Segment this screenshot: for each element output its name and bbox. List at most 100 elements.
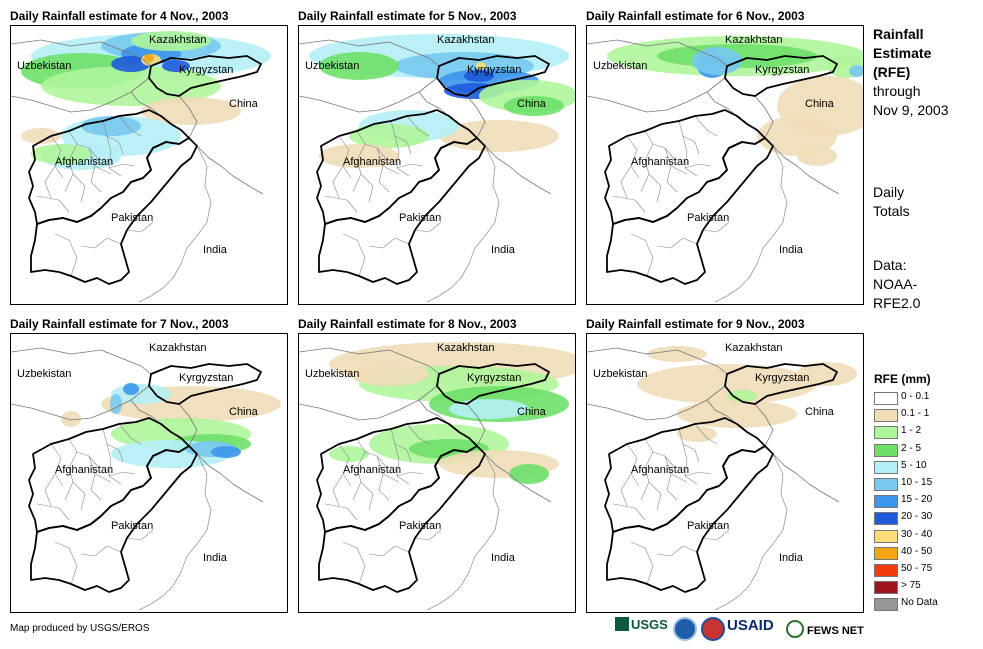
country-label-kazakhstan: Kazakhstan <box>437 342 495 354</box>
map-canvas <box>587 346 857 611</box>
province-boundaries <box>36 423 154 585</box>
rfe-title-line2: Estimate <box>873 45 932 61</box>
country-label-india: India <box>203 244 227 256</box>
fews-net-logo: FEWS NET <box>786 620 864 638</box>
country-label-kyrgyzstan: Kyrgyzstan <box>179 372 234 384</box>
data-line1: Data: <box>873 257 907 273</box>
rfe-title-line3: (RFE) <box>873 64 911 80</box>
rainfall-area <box>727 390 757 402</box>
country-label-uzbekistan: Uzbekistan <box>593 60 648 72</box>
legend-label: 10 - 15 <box>901 477 933 488</box>
rainfall-area <box>319 52 399 80</box>
border-kazakhstan <box>299 39 440 67</box>
country-label-india: India <box>491 244 515 256</box>
legend-swatch <box>874 495 898 509</box>
legend-label: 5 - 10 <box>901 459 927 471</box>
panel-title-2: Daily Rainfall estimate for 5 Nov., 2003 <box>298 9 517 23</box>
rainfall-area <box>329 446 369 462</box>
country-label-pakistan: Pakistan <box>111 212 154 224</box>
outline-pakistan <box>318 137 486 285</box>
rainfall-area <box>509 464 549 484</box>
rainfall-area <box>476 62 486 70</box>
rainfall-area <box>464 70 494 82</box>
rainfall-area <box>677 400 797 428</box>
border-india <box>714 145 788 303</box>
map-canvas <box>299 34 575 303</box>
border-uzbekistan <box>299 385 438 421</box>
rfe-title-block: Rainfall Estimate (RFE) through Nov 9, 2… <box>873 25 949 120</box>
legend-swatch <box>874 478 898 491</box>
legend-swatch <box>874 443 898 457</box>
map-canvas <box>587 36 863 303</box>
border-india <box>138 145 212 303</box>
country-label-pakistan: Pakistan <box>399 212 442 224</box>
border-tajikistan <box>706 91 738 117</box>
rainfall-map-3: Kazakhstan Uzbekistan Kyrgyzstan China Afgha… <box>586 25 864 305</box>
border-uzbekistan <box>587 385 726 421</box>
rainfall-area <box>692 47 742 75</box>
border-china <box>754 403 840 503</box>
border-uzbekistan <box>299 77 438 113</box>
legend-label: 20 - 30 <box>901 511 933 523</box>
legend-swatch <box>874 409 898 423</box>
country-label-india: India <box>779 244 803 256</box>
border-kazakhstan <box>587 347 728 375</box>
outline-pakistan <box>30 445 198 593</box>
border-uzbekistan <box>11 385 150 421</box>
border-india <box>426 145 500 303</box>
border-kazakhstan <box>11 347 152 375</box>
rainfall-area <box>349 362 429 386</box>
border-china <box>466 403 552 503</box>
rainfall-area <box>849 65 863 77</box>
rainfall-area <box>81 116 141 136</box>
panel-title-4: Daily Rainfall estimate for 7 Nov., 2003 <box>10 317 229 331</box>
legend-label: 0.1 - 1 <box>901 408 930 420</box>
outline-kyrgyzstan <box>724 55 838 97</box>
country-label-afghanistan: Afghanistan <box>55 464 114 476</box>
country-label-kyrgyzstan: Kyrgyzstan <box>467 372 522 384</box>
rainfall-map-5: Kazakhstan Uzbekistan Kyrgyzstan China Afgha… <box>298 333 576 613</box>
country-label-kazakhstan: Kazakhstan <box>149 342 207 354</box>
outline-pakistan <box>30 137 198 285</box>
province-boundaries <box>324 423 442 585</box>
border-china <box>178 95 264 195</box>
rainfall-map-4: Kazakhstan Uzbekistan Kyrgyzstan China Afgha… <box>10 333 288 613</box>
rainfall-area <box>162 60 190 72</box>
country-label-china: China <box>805 98 834 110</box>
country-label-uzbekistan: Uzbekistan <box>305 60 360 72</box>
country-label-pakistan: Pakistan <box>687 520 730 532</box>
data-line2: NOAA- <box>873 276 918 292</box>
outline-pakistan <box>318 445 486 593</box>
rainfall-area <box>144 54 154 62</box>
panel-title-5: Daily Rainfall estimate for 8 Nov., 2003 <box>298 317 517 331</box>
daily-line1: Daily <box>873 184 905 200</box>
usgs-logo: USGS <box>615 617 668 632</box>
country-label-kazakhstan: Kazakhstan <box>725 34 783 46</box>
daily-totals-text: Daily Totals <box>873 183 910 221</box>
rainfall-area <box>123 383 139 395</box>
legend-label: 2 - 5 <box>901 442 922 454</box>
country-label-afghanistan: Afghanistan <box>631 156 690 168</box>
panel-title-1: Daily Rainfall estimate for 4 Nov., 2003 <box>10 9 229 23</box>
map-canvas <box>299 342 575 611</box>
country-label-pakistan: Pakistan <box>399 520 442 532</box>
country-label-india: India <box>203 552 227 564</box>
province-boundaries <box>612 423 730 585</box>
country-label-kyrgyzstan: Kyrgyzstan <box>755 372 810 384</box>
noaa-logo <box>673 617 697 644</box>
outline-kyrgyzstan <box>436 55 550 97</box>
rainfall-area <box>31 144 91 164</box>
country-label-afghanistan: Afghanistan <box>55 156 114 168</box>
outline-kyrgyzstan <box>724 363 838 405</box>
map-canvas <box>11 31 271 303</box>
country-label-afghanistan: Afghanistan <box>343 156 402 168</box>
country-label-afghanistan: Afghanistan <box>631 464 690 476</box>
logo-bar: USGS USAID FEWS NET <box>615 617 865 643</box>
country-label-india: India <box>491 552 515 564</box>
border-kazakhstan <box>299 347 440 375</box>
border-india <box>714 453 788 611</box>
border-uzbekistan <box>11 77 150 113</box>
map-canvas <box>11 347 281 611</box>
rfe-title-line1: Rainfall <box>873 26 924 42</box>
country-label-india: India <box>779 552 803 564</box>
